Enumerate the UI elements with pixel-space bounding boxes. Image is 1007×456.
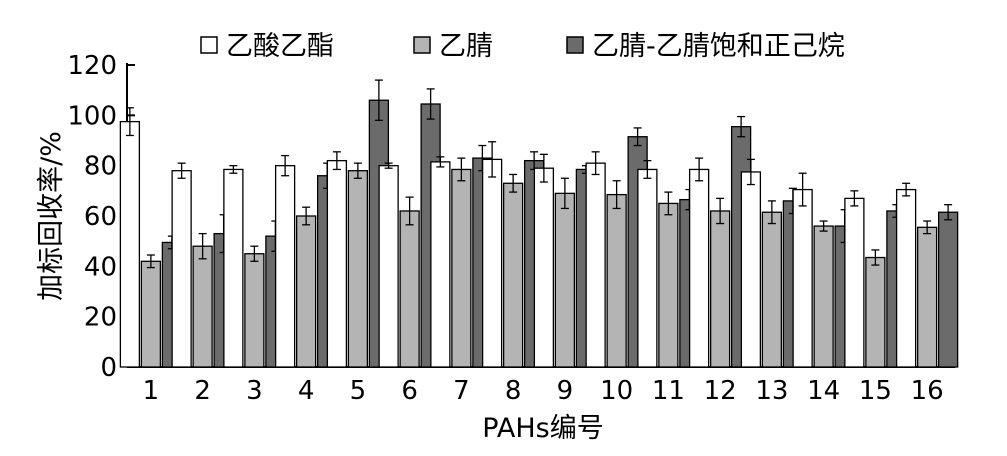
bar — [223, 168, 244, 368]
legend-swatch — [200, 36, 218, 54]
bar — [658, 202, 679, 368]
x-tick-label: 4 — [298, 376, 315, 406]
bar — [430, 161, 451, 368]
bar — [916, 226, 938, 368]
bar — [244, 253, 265, 368]
x-tick-label: 15 — [859, 376, 892, 406]
legend-label: 乙腈 — [439, 31, 493, 62]
y-tick-label: 80 — [84, 152, 117, 182]
bar — [554, 192, 576, 368]
x-tick-label: 1 — [143, 376, 160, 406]
x-tick-label: 12 — [704, 376, 737, 406]
bar — [937, 211, 959, 368]
y-tick-label: 40 — [84, 252, 117, 282]
bar — [895, 188, 917, 368]
bar — [347, 170, 369, 368]
legend-label: 乙腈-乙腈饱和正己烷 — [592, 31, 845, 62]
x-tick-label: 2 — [194, 376, 211, 406]
bar — [140, 260, 162, 368]
bar — [481, 158, 503, 368]
x-tick-label: 8 — [505, 376, 522, 406]
bar — [451, 168, 472, 368]
bar — [865, 256, 886, 368]
bar — [119, 120, 141, 368]
y-tick-label: 100 — [67, 101, 117, 131]
bar — [378, 165, 399, 368]
bar — [533, 167, 555, 368]
legend: 乙酸乙酯 乙腈 乙腈-乙腈饱和正己烷 — [200, 31, 845, 62]
legend-label: 乙酸乙酯 — [226, 31, 334, 62]
bar — [502, 182, 524, 368]
bar — [740, 171, 762, 368]
bar — [295, 215, 317, 368]
x-axis-title: PAHs编号 — [482, 413, 603, 444]
x-tick-label: 7 — [453, 376, 470, 406]
y-tick-label: 120 — [67, 51, 117, 81]
bar — [709, 210, 731, 368]
legend-swatch — [566, 36, 584, 54]
legend-swatch — [413, 36, 431, 54]
x-tick-label: 16 — [911, 376, 944, 406]
bar — [274, 165, 296, 368]
bar — [585, 162, 606, 368]
x-tick-label: 9 — [557, 376, 574, 406]
x-tick-label: 6 — [401, 376, 418, 406]
x-tick-label: 11 — [652, 376, 685, 406]
x-tick-label: 5 — [350, 376, 367, 406]
y-axis-title: 加标回收率/% — [36, 131, 67, 301]
bar — [761, 211, 783, 368]
bar — [326, 159, 348, 368]
bar — [399, 210, 420, 368]
x-tick-label: 14 — [807, 376, 840, 406]
bar — [192, 245, 213, 368]
y-tick-label: 60 — [84, 202, 117, 232]
x-tick-label: 13 — [755, 376, 788, 406]
bar — [844, 197, 865, 368]
y-tick-label: 0 — [100, 353, 117, 383]
bar — [813, 225, 834, 368]
x-tick-label: 10 — [600, 376, 633, 406]
bar — [637, 168, 658, 368]
x-tick-label: 3 — [246, 376, 263, 406]
y-tick-label: 20 — [84, 303, 117, 333]
bar — [606, 193, 627, 368]
bar — [792, 188, 813, 368]
bar — [688, 168, 710, 368]
bar — [171, 170, 192, 368]
